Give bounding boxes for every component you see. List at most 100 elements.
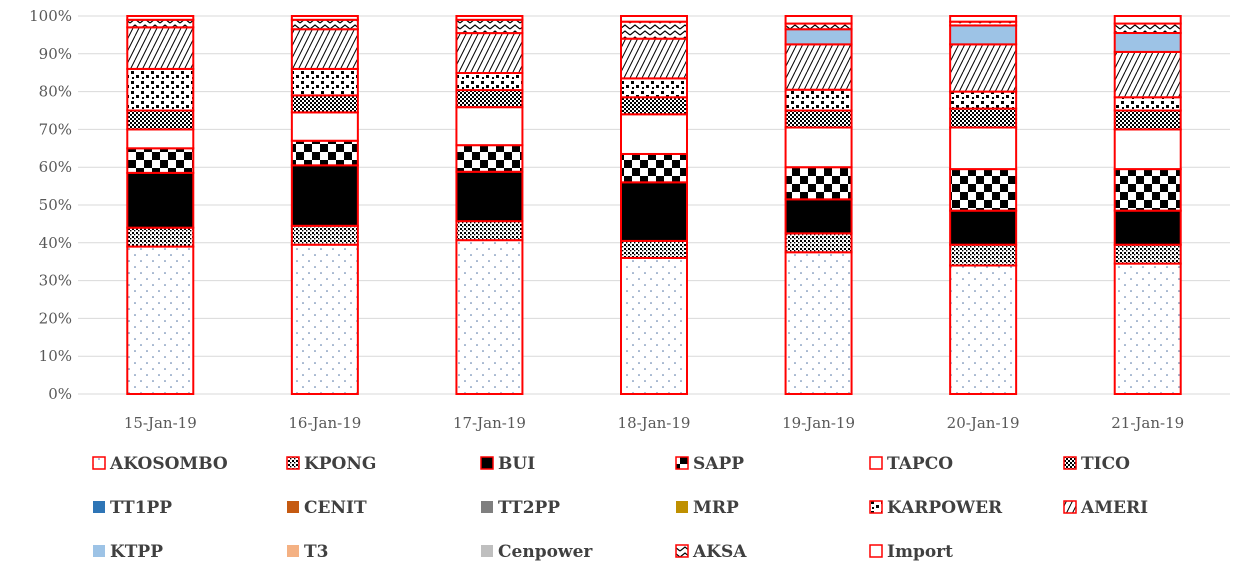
bar-segment-tapco [1113, 128, 1182, 171]
bar-segment-ameri [290, 28, 359, 70]
bar-segment-bui [126, 171, 195, 229]
bar-segment-sapp [620, 152, 688, 184]
bar-segment-bui [949, 209, 1018, 246]
legend-swatch [287, 545, 299, 557]
legend-item-cenit: CENIT [287, 498, 367, 518]
x-tick-label: 18-Jan-19 [618, 414, 691, 432]
bar-segment-sapp [126, 147, 195, 174]
bar-segment-import [126, 15, 195, 21]
bar-segment-akosombo [1113, 262, 1182, 395]
bar-segment-tapco [455, 106, 524, 147]
bar-stack-18-jan-19 [620, 15, 688, 396]
y-tick-label: 40% [39, 234, 72, 252]
y-tick-label: 100% [29, 7, 72, 25]
bar-segment-akosombo [290, 243, 359, 395]
legend-swatch [1063, 500, 1077, 514]
legend-swatch [869, 544, 883, 558]
bar-stack-20-jan-19 [949, 15, 1018, 396]
legend-item-sapp: SAPP [675, 454, 744, 474]
bar-segment-karpower [455, 71, 524, 92]
bar-segment-akosombo [455, 239, 524, 395]
legend-label: TT1PP [110, 498, 172, 518]
legend-item-tapco: TAPCO [869, 454, 953, 474]
y-tick-label: 30% [39, 272, 72, 290]
legend-swatch [480, 456, 494, 470]
legend-label: Cenpower [498, 542, 593, 562]
bar-segment-ameri [784, 43, 853, 91]
y-tick-label: 50% [39, 196, 72, 214]
bar-segment-aksa [1113, 22, 1182, 35]
bar-segment-tico [126, 109, 195, 131]
bar-segment-ameri [1113, 50, 1182, 99]
bar-segment-sapp [455, 144, 524, 173]
legend-item-import: Import [869, 542, 953, 562]
bar-segment-ktpp [784, 28, 853, 46]
y-tick-label: 10% [39, 347, 72, 365]
y-tick-label: 80% [39, 83, 72, 101]
x-tick-label: 21-Jan-19 [1111, 414, 1184, 432]
legend-item-akosombo: AKOSOMBO [92, 454, 228, 474]
bar-segment-karpower [784, 88, 853, 112]
bar-segment-import [784, 15, 853, 25]
bar-segment-akosombo [126, 245, 195, 395]
bar-segment-bui [1113, 209, 1182, 246]
bar-segment-karpower [620, 77, 688, 99]
legend-item-t3: T3 [287, 542, 328, 562]
legend-label: AKOSOMBO [109, 454, 228, 474]
bar-segment-import [290, 15, 359, 21]
bar-segment-kpong [290, 224, 359, 246]
x-tick-label: 20-Jan-19 [947, 414, 1020, 432]
bar-segment-tico [290, 94, 359, 114]
legend-item-ktpp: KTPP [93, 542, 163, 562]
legend-swatch [1063, 456, 1077, 470]
legend-swatch [676, 501, 688, 513]
bar-segment-sapp [784, 166, 853, 201]
legend-label: TAPCO [887, 454, 953, 474]
x-tick-label: 19-Jan-19 [782, 414, 855, 432]
bar-segment-import [455, 15, 524, 21]
bar-segment-tapco [949, 126, 1018, 171]
x-tick-label: 16-Jan-19 [288, 414, 361, 432]
bar-segment-karpower [949, 90, 1018, 110]
bar-segment-ktpp [949, 24, 1018, 46]
bar-stack-21-jan-19 [1113, 15, 1182, 395]
bar-segment-tico [949, 107, 1018, 129]
y-tick-label: 90% [39, 45, 72, 63]
legend-swatch [675, 544, 689, 558]
legend-label: CENIT [304, 498, 367, 518]
bar-segment-ktpp [1113, 32, 1182, 53]
bar-segment-akosombo [620, 256, 688, 396]
legend-swatch [869, 500, 883, 514]
legend-swatch [286, 456, 300, 470]
bar-segment-akosombo [949, 264, 1018, 396]
bar-segment-ameri [455, 32, 524, 74]
bar-segment-ameri [126, 26, 195, 70]
legend-label: KPONG [304, 454, 376, 474]
legend-label: TT2PP [498, 498, 560, 518]
bar-segment-akosombo [784, 251, 853, 395]
bar-segment-import [949, 15, 1018, 23]
bar-segment-import [620, 15, 688, 23]
legend-label: BUI [498, 454, 535, 474]
legend: AKOSOMBO KPONG BUI SAPP TAPCO TICO TT1PP CENIT T… [92, 454, 1148, 562]
legend-swatch [481, 545, 493, 557]
legend-label: SAPP [693, 454, 744, 474]
legend-label: TICO [1081, 454, 1130, 474]
legend-label: KARPOWER [887, 498, 1003, 518]
bar-segment-tapco [784, 126, 853, 169]
legend-label: T3 [304, 542, 328, 562]
bar-segment-tapco [126, 128, 195, 150]
legend-item-karpower: KARPOWER [869, 498, 1003, 518]
bar-segment-tico [1113, 109, 1182, 131]
bar-segment-bui [455, 170, 524, 223]
bar-segment-kpong [126, 226, 195, 248]
legend-label: KTPP [110, 542, 163, 562]
legend-item-tt1pp: TT1PP [93, 498, 172, 518]
bar-segment-sapp [1113, 168, 1182, 212]
x-tick-label: 17-Jan-19 [453, 414, 526, 432]
legend-item-cenpower: Cenpower [481, 542, 593, 562]
legend-swatch [869, 456, 883, 470]
legend-swatch [675, 456, 689, 470]
bar-segment-tico [455, 89, 524, 109]
